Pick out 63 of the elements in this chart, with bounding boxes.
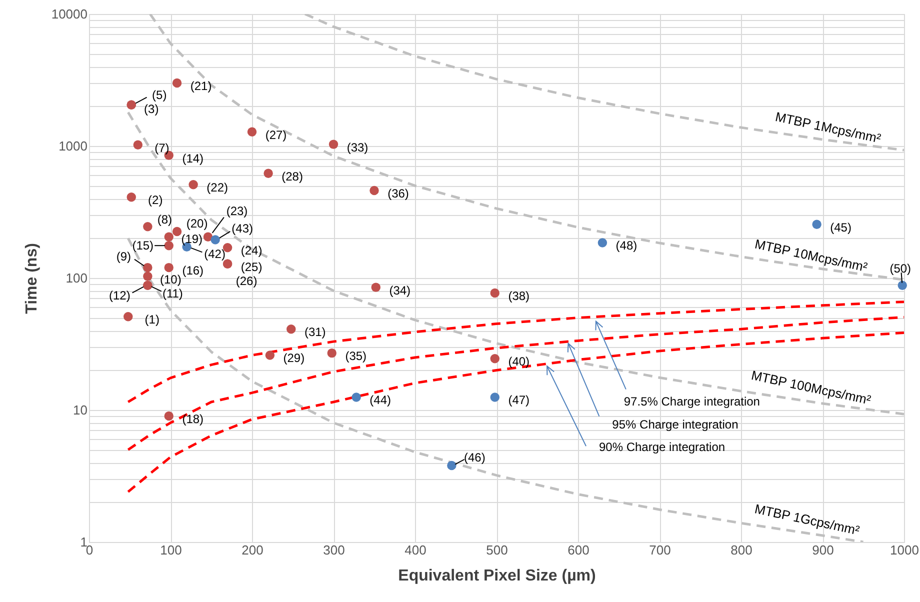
annotation: (27) [265,128,287,142]
y-axis-title: Time (ns) [23,243,40,314]
annotation: MTBP 1Mcps/mm² [774,109,883,146]
annotation: (14) [182,151,204,166]
annotation: (21) [190,79,212,94]
annotation: (5) [152,88,167,102]
y-tick-label: 1 [80,534,88,550]
annotation: (15) [132,238,154,253]
x-tick-label: 200 [242,542,264,558]
x-tick-label: 500 [486,542,508,558]
y-tick-label: 10000 [51,6,88,22]
annotation: (22) [206,180,228,195]
annotation: (45) [830,220,852,234]
annotation: (47) [508,393,530,408]
annotation: (1) [144,312,160,327]
annotation: 97.5% Charge integration [624,394,760,408]
annotation: (43) [232,222,253,236]
annotation: MTBP 1Gcps/mm² [753,501,862,538]
annotation: (46) [464,450,486,464]
annotation: (50) [890,261,912,276]
x-tick-label: 900 [812,542,834,558]
annotation: (16) [182,264,204,278]
annotation: (28) [282,169,303,184]
annotation: (42) [204,246,226,261]
annotation: (12) [109,288,130,302]
x-tick-label: 100 [160,542,182,558]
annotation: (23) [226,204,248,218]
annotation: (40) [508,354,530,369]
annotation: (11) [162,286,183,300]
annotation: (31) [304,325,326,340]
x-tick-label: 700 [649,542,671,558]
x-tick-label: 400 [404,542,426,558]
annotation: (25) [240,260,262,274]
annotation: 95% Charge integration [612,417,738,432]
annotation: (34) [389,283,411,298]
x-tick-label: 600 [568,542,590,558]
annotation: (3) [144,102,159,116]
annotation: (26) [236,274,258,288]
x-tick-label: 1000 [890,542,919,558]
y-tick-label: 1000 [58,138,88,154]
annotation: (18) [182,412,204,426]
annotation: (8) [157,212,172,227]
annotation: (24) [240,244,262,258]
annotation: (29) [283,351,305,366]
annotation: (36) [388,186,409,201]
annotation: (19) [181,232,203,246]
x-tick-label: 0 [86,542,94,558]
annotation: (35) [345,349,367,364]
annotation: (48) [616,238,638,253]
x-tick-label: 800 [730,542,752,558]
annotation: (2) [148,193,163,208]
y-tick-label: 10 [73,402,88,418]
x-tick-label: 300 [323,542,345,558]
annotation: (33) [346,140,368,154]
x-axis-title: Equivalent Pixel Size (µm) [398,568,596,584]
annotation: (9) [116,250,132,264]
annotation: (44) [370,393,391,408]
annotation: (10) [160,272,182,286]
annotation: 90% Charge integration [598,440,726,454]
annotation: (7) [154,140,170,155]
annotation: (20) [186,216,208,231]
annotation: (38) [508,288,530,303]
y-tick-label: 100 [66,270,88,286]
